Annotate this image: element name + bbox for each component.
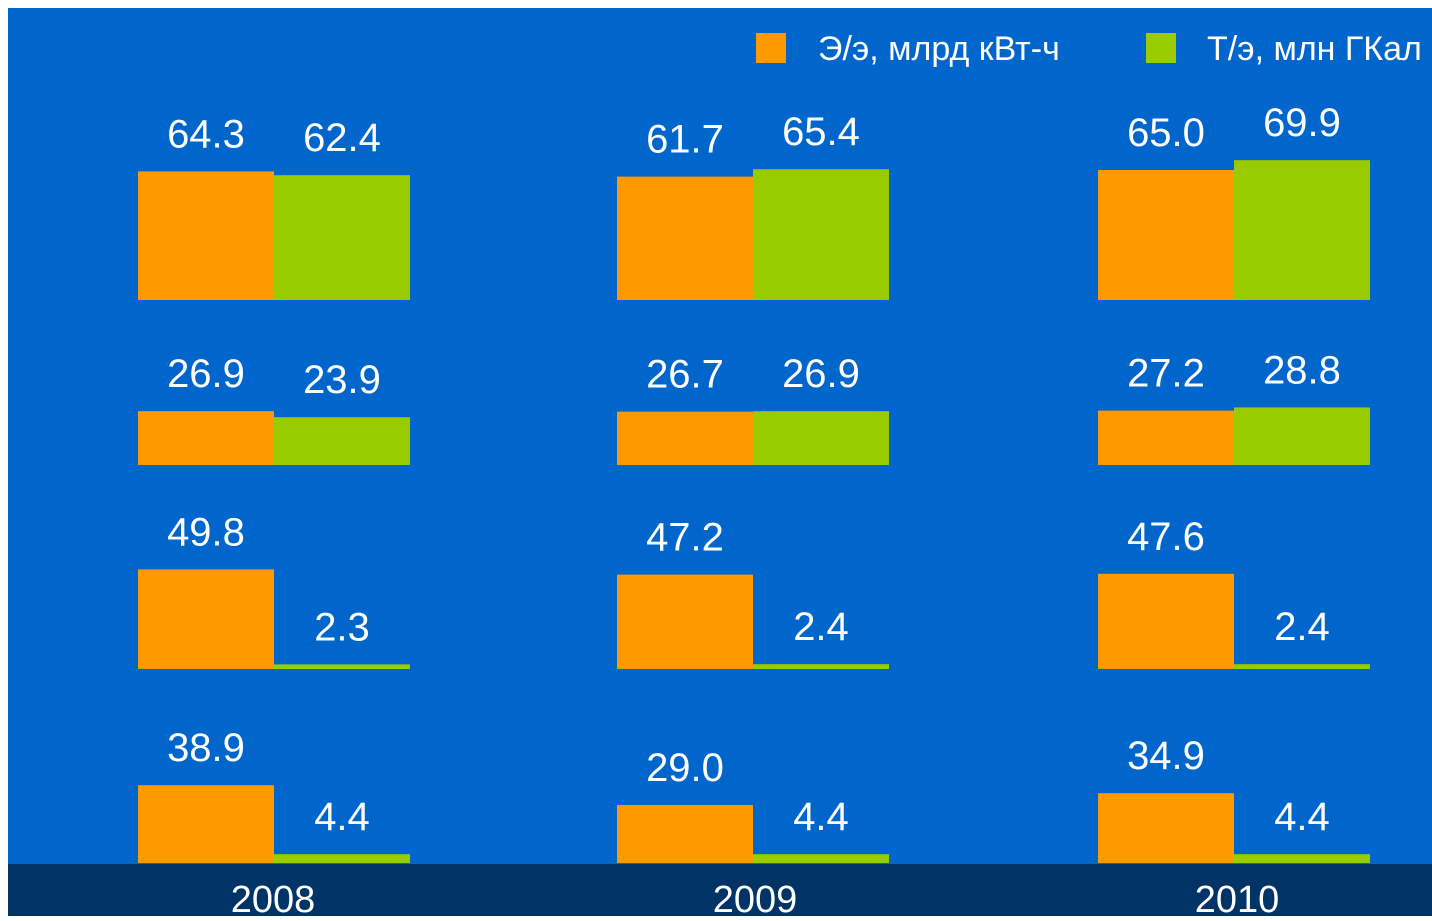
value-label-row3-electricity-2008: 49.8 [167,510,245,554]
value-label-row2-heat-2010: 28.8 [1263,348,1341,392]
value-label-row4-electricity-2010: 34.9 [1127,734,1205,778]
value-label-row1-electricity-2008: 64.3 [167,112,245,156]
bar-row4-electricity-2010 [1098,793,1234,863]
year-labels: 2008 2009 2010 [231,879,1280,921]
value-label-row2-electricity-2010: 27.2 [1127,352,1205,396]
value-label-row2-electricity-2008: 26.9 [167,352,245,396]
value-label-row1-electricity-2009: 61.7 [646,118,724,162]
bar-row2-electricity-2008 [138,411,274,465]
bar-row4-heat-2008 [274,854,410,863]
value-label-row1-electricity-2010: 65.0 [1127,111,1205,155]
year-axis-band [8,864,1432,916]
bar-row2-electricity-2010 [1098,410,1234,465]
value-label-row4-heat-2009: 4.4 [793,795,849,839]
bar-row1-heat-2008 [274,175,410,300]
value-label-row2-heat-2008: 23.9 [303,358,381,402]
value-label-row3-heat-2010: 2.4 [1274,605,1330,649]
bar-row4-heat-2010 [1234,854,1370,863]
legend-swatch-heat [1146,33,1176,63]
bar-row3-heat-2009 [753,664,889,669]
value-label-row3-electricity-2010: 47.6 [1127,515,1205,559]
value-labels-layer: 64.3 61.7 65.0 62.4 65.4 69.9 26.9 26.7 27.2 23.9… [167,101,1341,839]
bar-row1-heat-2010 [1234,160,1370,300]
year-label-2010: 2010 [1195,879,1280,916]
bar-row1-heat-2009 [753,169,889,300]
value-label-row4-electricity-2008: 38.9 [167,726,245,770]
bar-row3-electricity-2008 [138,569,274,669]
value-label-row3-electricity-2009: 47.2 [646,516,724,560]
bar-row4-heat-2009 [753,854,889,863]
bar-row2-heat-2010 [1234,407,1370,465]
bars-layer [138,160,1370,863]
bar-row3-heat-2010 [1234,664,1370,669]
value-label-row2-heat-2009: 26.9 [782,352,860,396]
year-label-2008: 2008 [231,879,316,916]
value-label-row4-heat-2010: 4.4 [1274,795,1330,839]
value-label-row3-heat-2009: 2.4 [793,605,849,649]
bar-row3-heat-2008 [274,664,410,669]
legend: Э/э, млрд кВт-ч Т/э, млн ГКал [756,30,1422,68]
bar-row3-electricity-2009 [617,574,753,669]
value-label-row4-heat-2008: 4.4 [314,795,370,839]
legend-label-heat: Т/э, млн ГКал [1207,30,1422,68]
bar-row1-electricity-2008 [138,171,274,300]
bar-row3-electricity-2010 [1098,573,1234,669]
value-label-row1-heat-2008: 62.4 [303,116,381,160]
bar-row1-electricity-2009 [617,176,753,300]
bar-row2-heat-2009 [753,411,889,465]
bar-row4-electricity-2009 [617,805,753,863]
bar-row4-electricity-2008 [138,785,274,863]
value-label-row1-heat-2010: 69.9 [1263,101,1341,145]
value-label-row2-electricity-2009: 26.7 [646,353,724,397]
value-label-row1-heat-2009: 65.4 [782,110,860,154]
value-label-row3-heat-2008: 2.3 [314,605,370,649]
bar-row1-electricity-2010 [1098,170,1234,300]
bar-row2-heat-2008 [274,417,410,465]
legend-swatch-electricity [756,33,786,63]
year-label-2009: 2009 [713,879,798,916]
bar-row2-electricity-2009 [617,411,753,465]
legend-label-electricity: Э/э, млрд кВт-ч [818,30,1060,68]
value-label-row4-electricity-2009: 29.0 [646,746,724,790]
